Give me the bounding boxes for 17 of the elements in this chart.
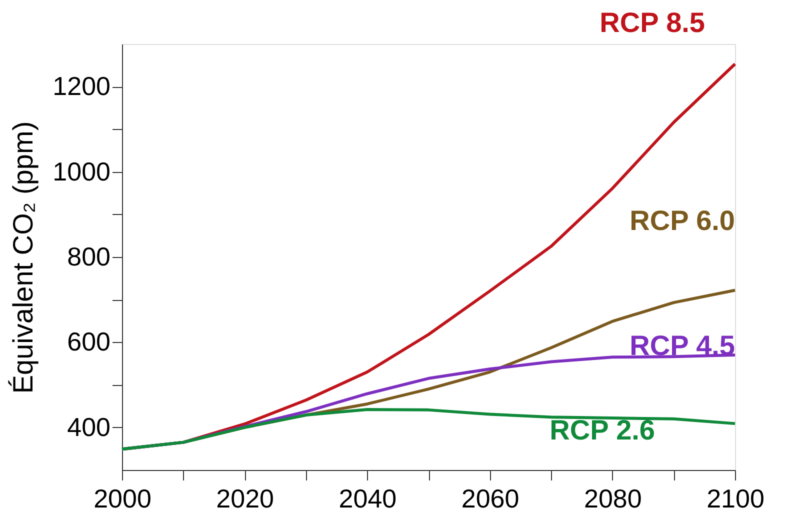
y-tick-label: 800 bbox=[67, 242, 110, 272]
y-tick-label: 1000 bbox=[52, 156, 110, 186]
series-label: RCP 8.5 bbox=[600, 7, 705, 38]
series-label: RCP 6.0 bbox=[630, 205, 735, 236]
x-tick-label: 2040 bbox=[338, 484, 397, 514]
y-tick-label: 400 bbox=[67, 412, 110, 442]
x-tick-label: 2080 bbox=[584, 484, 642, 514]
x-tick-label: 2020 bbox=[216, 484, 274, 514]
series-label: RCP 2.6 bbox=[550, 414, 655, 446]
line-series bbox=[120, 408, 736, 451]
y-axis-title: Équivalent CO₂ (ppm) bbox=[8, 121, 39, 394]
series-label: RCP 4.5 bbox=[630, 330, 735, 361]
x-tick-label: 2000 bbox=[94, 484, 152, 514]
y-tick-label: 1200 bbox=[52, 71, 110, 102]
y-tick-label: 600 bbox=[67, 326, 110, 357]
x-tick-label: 2060 bbox=[461, 484, 520, 514]
x-tick-label: 2100 bbox=[706, 484, 764, 514]
